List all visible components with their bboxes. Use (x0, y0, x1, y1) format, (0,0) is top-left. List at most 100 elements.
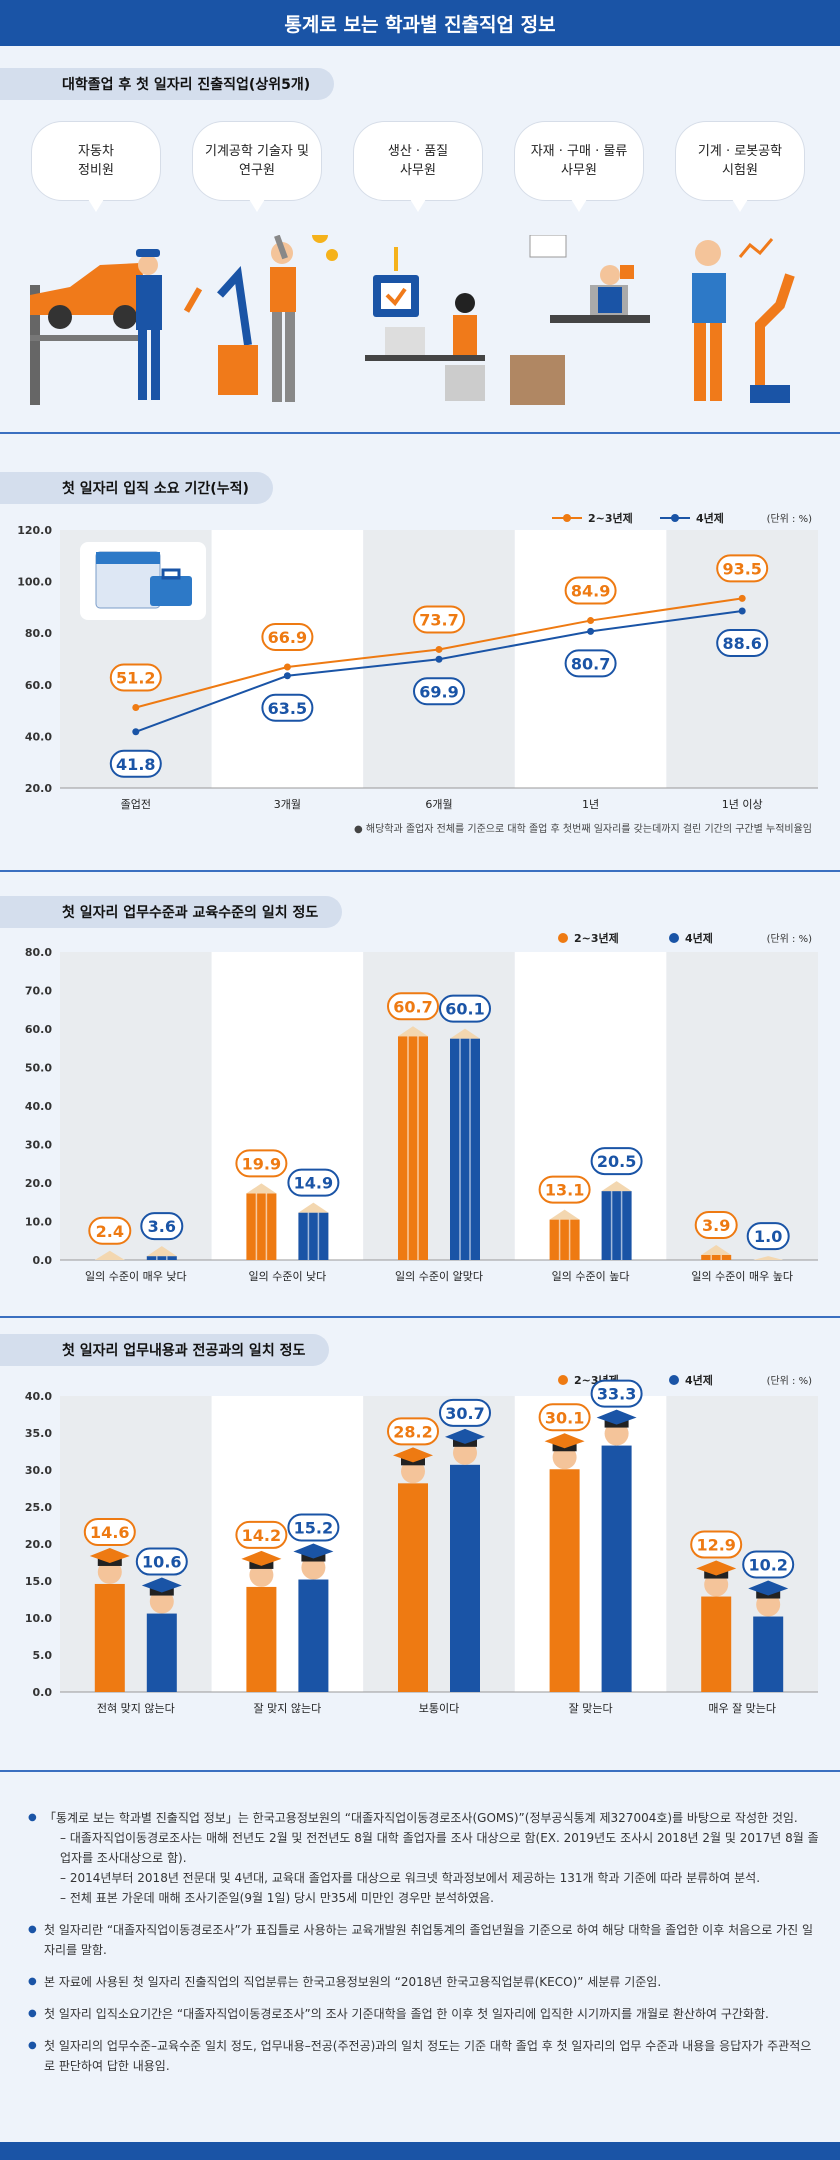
footnote-item: 첫 일자리란 “대졸자직업이동경로조사”가 표집틀로 사용하는 교육개발원 취업… (28, 1920, 820, 1960)
chart-column-band (60, 952, 212, 1260)
page-title: 통계로 보는 학과별 진출직업 정보 (284, 14, 556, 36)
data-label: 20.5 (597, 1152, 636, 1171)
data-point (435, 655, 443, 663)
footer-bar (0, 2142, 840, 2160)
section-title-level: 첫 일자리 업무수준과 교육수준의 일치 정도 (0, 896, 343, 928)
job-label: 기계공학 기술자 및 연구원 (205, 144, 309, 178)
section-divider (0, 432, 840, 434)
data-label-box (83, 1517, 136, 1546)
footnote-sub: – 2014년부터 2018년 전문대 및 4년대, 교육대 졸업자를 대상으로… (60, 1871, 761, 1885)
chart-column-band (363, 952, 515, 1260)
data-point (738, 607, 746, 615)
graduation-cap (89, 1547, 130, 1563)
legend-label-4yr: 4년제 (696, 511, 724, 525)
data-label-box (235, 1149, 288, 1178)
section-divider (0, 1316, 840, 1318)
bar-chart-level: 2~3년제 4년제 0.0 10.0 20.0 30.0 40.0 50.0 60.0 70.0 8… (25, 931, 818, 1283)
section-divider (0, 1770, 840, 1772)
bar (601, 1445, 632, 1692)
bar-pencil-tip (246, 1183, 277, 1194)
y-tick-label: 10.0 (25, 1612, 52, 1625)
graduation-cap (445, 1428, 485, 1444)
data-label: 3.9 (702, 1216, 730, 1235)
y-tick-label: 30.0 (25, 1464, 52, 1477)
legend-marker-2-3yr (563, 514, 571, 522)
data-label: 33.3 (597, 1385, 636, 1404)
data-label: 13.1 (545, 1181, 584, 1200)
line-chart-duration: 2~3년제 4년제 20.0 40.0 60.0 80.0 100.0 120.0 졸업전 3개월… (17, 511, 818, 835)
data-label-box (261, 693, 314, 722)
chart-column-band (211, 530, 364, 788)
data-point (587, 617, 595, 625)
bar (298, 1579, 329, 1692)
y-tick-label: 70.0 (25, 985, 52, 998)
section-divider (0, 870, 840, 872)
data-label-box (261, 622, 314, 651)
data-label: 28.2 (393, 1422, 432, 1441)
legend-label-2-3yr: 2~3년제 (588, 511, 633, 525)
job-label: 자재 · 구매 · 물류 사무원 (530, 144, 628, 178)
y-tick-label: 60.0 (25, 679, 52, 692)
legend-marker-2-3yr (558, 933, 568, 943)
y-tick-label: 80.0 (25, 946, 52, 959)
legend-marker-4yr (669, 1375, 679, 1385)
y-tick-label: 40.0 (25, 1390, 52, 1403)
data-label: 63.5 (268, 699, 307, 718)
data-label-box (413, 677, 465, 706)
y-tick-label: 35.0 (25, 1427, 52, 1440)
production-clerk-illustration (365, 247, 485, 401)
data-label-box (140, 1212, 184, 1241)
bar (246, 1586, 277, 1692)
data-label-box (387, 992, 439, 1021)
y-tick-label: 20.0 (25, 782, 52, 795)
bar-pencil-tip (601, 1181, 632, 1192)
y-tick-label: 20.0 (25, 1177, 52, 1190)
x-tick-label: 일의 수준이 높다 (552, 1269, 630, 1283)
footnote-item: 첫 일자리 입직소요기간은 “대졸자직업이동경로조사”의 조사 기준대학을 졸업… (28, 2004, 820, 2024)
graduation-cap (241, 1550, 282, 1566)
data-label-box (690, 1530, 743, 1559)
data-point (283, 663, 291, 671)
x-tick-label: 졸업전 (121, 798, 151, 811)
job-bubble-3: 생산 · 품질 사무원 (354, 122, 482, 212)
job-bubble-4: 자재 · 구매 · 물류 사무원 (515, 122, 643, 212)
bar (398, 1036, 428, 1260)
materials-clerk-illustration (510, 235, 650, 405)
job-label: 생산 · 품질 사무원 (387, 144, 449, 178)
data-label-box (538, 1175, 591, 1204)
footnote-text: 「통계로 보는 학과별 진출직업 정보」는 한국고용정보원의 “대졸자직업이동경… (44, 1811, 798, 1825)
graduate-head (249, 1562, 274, 1587)
data-label: 14.6 (90, 1523, 129, 1542)
graduation-cap (544, 1433, 585, 1449)
data-label-box (235, 1520, 288, 1549)
x-tick-label: 일의 수준이 낮다 (248, 1269, 326, 1283)
bar (146, 1613, 177, 1692)
y-tick-label: 15.0 (25, 1575, 52, 1588)
mechanical-engineer-illustration (217, 235, 338, 402)
y-tick-label: 80.0 (25, 627, 52, 640)
bar-pencil-tip (450, 1028, 480, 1039)
bar (94, 1583, 125, 1692)
calendar-icon-header (96, 552, 160, 564)
briefcase-icon (150, 576, 192, 606)
bar-pencil-tip (701, 1244, 732, 1255)
job-bubble-5: 기계 · 로봇공학 시험원 (676, 122, 804, 212)
bar-pencil-tip (146, 1246, 177, 1257)
chart-column-band (60, 1396, 212, 1692)
y-tick-label: 40.0 (25, 730, 52, 743)
x-tick-label: 1년 (582, 798, 599, 811)
footnote-sub: – 대졸자직업이동경로조사는 매해 전년도 2월 및 전전년도 8월 대학 졸업… (60, 1831, 819, 1865)
y-tick-label: 0.0 (33, 1686, 53, 1699)
bar (701, 1596, 732, 1692)
x-tick-label: 보통이다 (419, 1702, 459, 1715)
data-label: 69.9 (419, 682, 458, 701)
data-label: 93.5 (722, 559, 761, 578)
data-label: 30.7 (445, 1404, 484, 1423)
x-tick-label: 전혀 맞지 않는다 (97, 1702, 175, 1715)
graduation-cap (696, 1560, 737, 1576)
bar-pencil-tip (94, 1250, 125, 1260)
data-label: 3.6 (148, 1217, 176, 1236)
y-tick-label: 120.0 (17, 524, 52, 537)
legend-label-2-3yr: 2~3년제 (574, 931, 619, 945)
data-label-box (387, 1417, 439, 1446)
